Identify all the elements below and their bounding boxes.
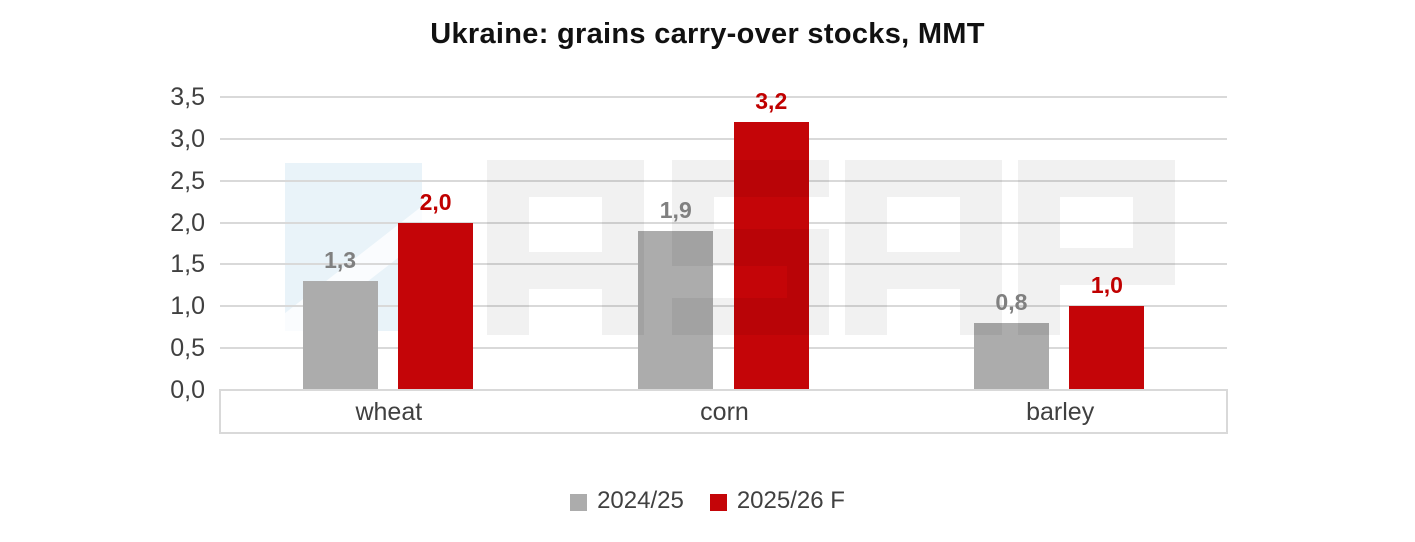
legend-swatch-icon	[709, 493, 727, 511]
y-axis-tick-label: 2,0	[170, 208, 205, 237]
bar-value-label: 3,2	[755, 88, 788, 115]
bar-value-label: 1,3	[324, 247, 357, 274]
gridline	[220, 179, 1227, 182]
bar-corn-202425	[638, 230, 714, 390]
gridline	[220, 137, 1227, 140]
bar-wheat-202425	[302, 281, 378, 390]
category-label-wheat: wheat	[355, 398, 423, 426]
x-axis-category-box: wheat corn barley	[219, 389, 1228, 434]
gridline	[220, 305, 1227, 308]
chart-title: Ukraine: grains carry-over stocks, MMT	[430, 18, 985, 50]
gridline	[220, 96, 1227, 98]
y-axis-tick-label: 1,0	[170, 292, 205, 321]
y-axis-tick-label: 1,5	[170, 250, 205, 279]
y-axis-tick-label: 2,5	[170, 166, 205, 195]
gridline	[220, 263, 1227, 266]
bar-barley-202425	[973, 323, 1049, 390]
plot-area: 1,3 2,0 1,9 3,2 0,8 1,0	[220, 88, 1227, 390]
legend-item-label: 2024/25	[597, 487, 684, 514]
gridline	[220, 221, 1227, 224]
category-label-corn: corn	[700, 398, 749, 426]
bar-corn-202526F	[733, 122, 809, 390]
y-axis-tick-label: 3,0	[170, 124, 205, 153]
legend-item-2: 2025/26 F	[709, 487, 845, 515]
bar-wheat-202526F	[398, 222, 474, 390]
gridline	[220, 347, 1227, 350]
y-axis-tick-label: 0,5	[170, 334, 205, 363]
bar-value-label: 2,0	[419, 188, 452, 215]
y-axis-tick-label: 3,5	[170, 83, 205, 111]
legend-swatch-icon	[570, 493, 588, 511]
bar-value-label: 0,8	[995, 289, 1028, 316]
legend-item-1: 2024/25	[570, 487, 684, 515]
legend: 2024/25 2025/26 F	[0, 487, 1415, 515]
category-label-barley: barley	[1026, 398, 1095, 426]
bar-value-label: 1,9	[659, 196, 692, 223]
y-axis-tick-label: 0,0	[170, 376, 205, 404]
bar-value-label: 1,0	[1090, 272, 1123, 299]
bar-barley-202526F	[1069, 306, 1145, 390]
legend-item-label: 2025/26 F	[736, 487, 845, 514]
